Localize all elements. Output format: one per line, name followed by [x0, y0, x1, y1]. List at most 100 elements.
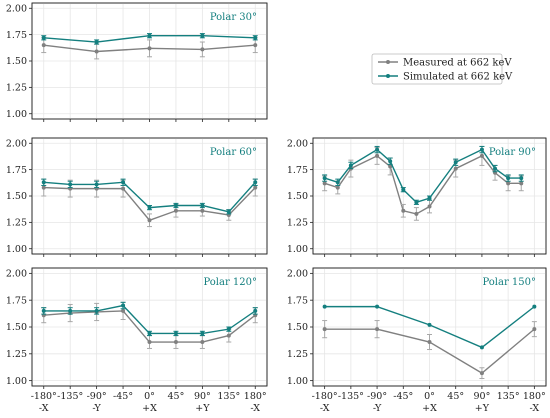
panel-4: 1.001.251.501.752.00-180°-X-135° -90°-Y-4…: [6, 267, 268, 414]
legend-simulated-marker: [386, 74, 390, 78]
data-point: [121, 186, 126, 191]
data-point: [121, 308, 126, 313]
legend-simulated-label: Simulated at 662 keV: [403, 72, 513, 83]
data-point: [532, 327, 537, 332]
y-tick-label: 1.75: [287, 295, 308, 306]
legend: Measured at 662 keV Simulated at 662 keV: [371, 53, 513, 85]
data-point: [200, 331, 205, 336]
data-point: [94, 49, 99, 54]
data-point: [253, 35, 258, 40]
panel-2: 1.00 1.25 1.50 1.75 2.00 Polar 60°: [6, 137, 268, 257]
data-point: [173, 331, 178, 336]
y-tick-label: 1.50: [6, 191, 27, 202]
data-point: [41, 308, 46, 313]
x-tick-label: 45°: [168, 391, 185, 402]
panels: 1.00 1.25 1.50 1.75 2.00 Polar 30° 1.00 1.25 1.5…: [6, 2, 547, 414]
data-point: [322, 327, 327, 332]
plot-frame: [312, 137, 547, 255]
y-tick-label: 1.00: [6, 109, 27, 120]
data-point: [200, 33, 205, 38]
y-tick-label: 1.00: [6, 244, 27, 255]
data-point: [41, 180, 46, 185]
x-tick-label: 180°: [244, 391, 267, 402]
panel-3: 1.00 1.25 1.50 1.75 2.00 Polar 90°: [287, 137, 547, 257]
x-tick-label: 180°: [523, 391, 546, 402]
legend-measured-label: Measured at 662 keV: [403, 58, 512, 69]
x-tick-label: 90°: [194, 391, 211, 402]
data-point: [322, 176, 327, 181]
y-tick-label: 1.00: [6, 376, 27, 387]
data-point: [427, 204, 432, 209]
y-tick-label: 2.00: [287, 138, 308, 149]
y-tick-label: 1.00: [287, 244, 308, 255]
data-point: [147, 331, 152, 336]
data-point: [94, 40, 99, 45]
x-tick-label: 90°: [474, 391, 491, 402]
x-tick-label: -90°: [87, 391, 107, 402]
y-tick-label: 2.00: [6, 138, 27, 149]
data-point: [68, 182, 73, 187]
y-tick-label: 2.00: [287, 269, 308, 280]
data-point: [375, 304, 380, 309]
data-point: [519, 176, 524, 181]
data-point: [388, 159, 393, 164]
panel-1: 1.00 1.25 1.50 1.75 2.00 Polar 30°: [6, 2, 268, 122]
x-tick-label: -135°: [57, 391, 83, 402]
y-tick-label: 1.25: [6, 349, 27, 360]
x-tick-axis-label: +X: [422, 403, 437, 414]
x-tick-axis-label: -X: [250, 403, 260, 414]
data-point: [506, 181, 511, 186]
x-tick-label: -45°: [393, 391, 413, 402]
data-point: [322, 181, 327, 186]
data-point: [375, 147, 380, 152]
data-point: [427, 340, 432, 345]
x-tick-label: 135°: [497, 391, 520, 402]
x-tick-label: -180°: [31, 391, 57, 402]
x-tick-axis-label: -X: [39, 403, 49, 414]
data-point: [226, 333, 231, 338]
data-point: [532, 304, 537, 309]
x-tick-axis-label: +X: [142, 403, 157, 414]
legend-measured-marker: [386, 60, 390, 64]
x-tick-label: 45°: [447, 391, 464, 402]
x-tick-label: -180°: [312, 391, 338, 402]
data-point: [121, 303, 126, 308]
data-point: [335, 180, 340, 185]
data-point: [173, 203, 178, 208]
panel-title: Polar 150°: [482, 277, 536, 288]
y-tick-label: 1.50: [6, 56, 27, 67]
x-tick-axis-label: -Y: [373, 403, 382, 414]
data-point: [414, 200, 419, 205]
data-point: [253, 308, 258, 313]
data-point: [253, 180, 258, 185]
y-tick-label: 1.75: [287, 165, 308, 176]
y-tick-label: 1.50: [6, 322, 27, 333]
data-point: [121, 180, 126, 185]
x-tick-label: 0°: [424, 391, 435, 402]
y-tick-label: 1.75: [6, 30, 27, 41]
legend-box: [371, 53, 503, 85]
data-point: [200, 203, 205, 208]
data-point: [147, 218, 152, 223]
data-point: [493, 166, 498, 171]
panel-title: Polar 60°: [210, 147, 257, 158]
data-point: [226, 327, 231, 332]
data-point: [375, 327, 380, 332]
panel-title: Polar 30°: [210, 12, 257, 23]
data-point: [335, 185, 340, 190]
data-point: [375, 153, 380, 158]
data-point: [453, 160, 458, 165]
data-point: [414, 211, 419, 216]
data-point: [479, 345, 484, 350]
y-tick-label: 2.00: [6, 3, 27, 14]
data-point: [453, 166, 458, 171]
data-point: [41, 43, 46, 48]
data-point: [226, 209, 231, 214]
x-tick-axis-label: -X: [530, 403, 540, 414]
data-point: [173, 340, 178, 345]
data-point: [506, 176, 511, 181]
data-point: [41, 35, 46, 40]
data-point: [173, 208, 178, 213]
data-point: [348, 163, 353, 168]
y-tick-label: 1.00: [287, 376, 308, 387]
